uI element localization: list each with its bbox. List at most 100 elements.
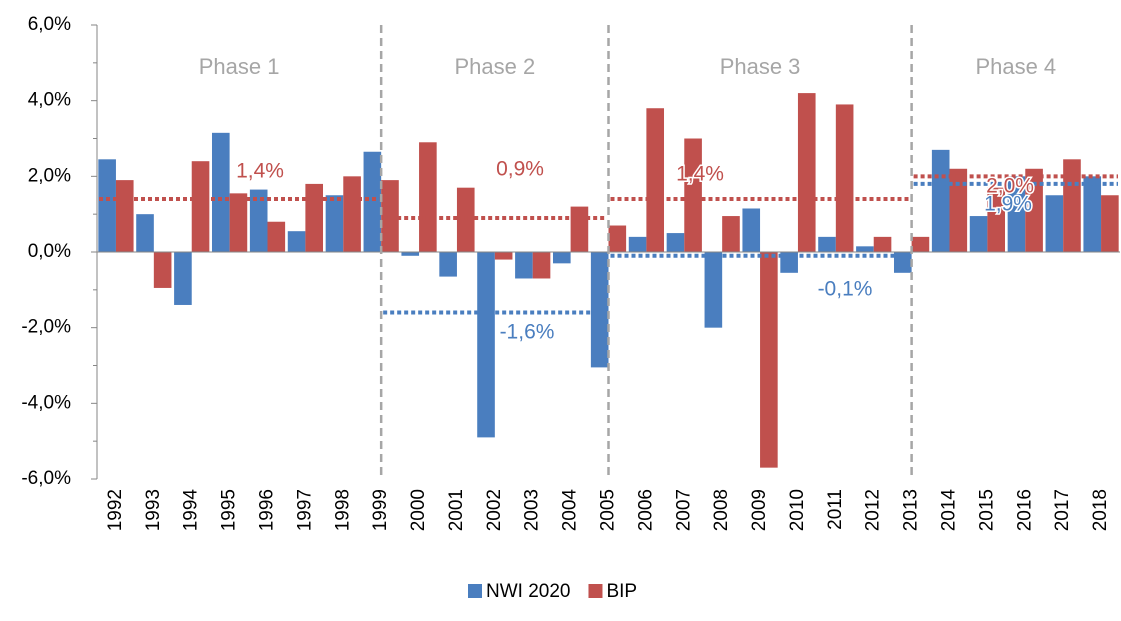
bar [191, 161, 210, 252]
bar [98, 159, 116, 252]
bar [249, 189, 268, 252]
bar [456, 187, 475, 252]
bar [646, 108, 665, 252]
bar [911, 236, 930, 252]
x-tick-label: 1998 [332, 489, 353, 531]
bar [1045, 195, 1064, 252]
x-tick-label: 2012 [863, 489, 884, 531]
bar [1025, 168, 1043, 252]
bar [608, 225, 627, 252]
bar [590, 252, 609, 368]
bar [267, 221, 286, 252]
x-tick-label: 2003 [522, 489, 543, 531]
bar [325, 195, 344, 252]
bar [969, 216, 988, 252]
legend-swatch [588, 584, 603, 598]
bar [381, 180, 399, 252]
x-tick-label: 2015 [976, 489, 997, 531]
bar [704, 252, 723, 328]
bar [174, 252, 192, 305]
x-tick-label: 2005 [598, 489, 619, 531]
average-label: 2,0% [986, 175, 1034, 198]
y-tick-label: 6,0% [28, 14, 71, 35]
x-tick-label: 2008 [711, 489, 732, 531]
x-tick-label: 2009 [749, 489, 770, 531]
bar [760, 252, 778, 468]
y-tick-label: 2,0% [28, 165, 71, 186]
bar [684, 138, 702, 252]
average-label: 1,9% [984, 193, 1032, 216]
bar [628, 236, 647, 252]
bar [1101, 195, 1119, 252]
bar [818, 236, 836, 252]
average-label: -1,6% [500, 321, 555, 344]
x-tick-label: 2000 [408, 489, 429, 531]
bar [363, 151, 382, 252]
bar [494, 252, 513, 260]
y-tick-label: -2,0% [21, 317, 71, 338]
bar [136, 214, 154, 252]
bar [419, 142, 437, 252]
phase-label: Phase 4 [975, 54, 1056, 79]
average-label: 1,4% [236, 160, 284, 183]
bar [515, 252, 533, 279]
y-tick-label: -4,0% [21, 392, 71, 413]
x-tick-label: 2001 [446, 489, 467, 531]
y-tick-label: -6,0% [21, 468, 71, 489]
bar [987, 187, 1006, 252]
bar [742, 208, 761, 252]
bar [570, 206, 589, 252]
bar [287, 231, 306, 252]
bar [401, 252, 420, 256]
x-tick-label: 2002 [484, 489, 505, 531]
y-tick-label: 0,0% [28, 241, 71, 262]
bar [211, 132, 230, 252]
bar [532, 252, 551, 279]
legend-label: BIP [606, 581, 637, 602]
bar [1083, 176, 1102, 252]
bar [931, 149, 950, 252]
bar [229, 193, 248, 252]
x-tick-label: 2004 [560, 489, 581, 532]
bar [666, 233, 685, 252]
x-tick-label: 2014 [939, 489, 960, 532]
bar [115, 180, 134, 252]
x-tick-label: 2018 [1090, 489, 1111, 531]
bar [343, 176, 361, 252]
bar [552, 252, 571, 264]
bar [439, 252, 457, 277]
average-label: -0,1% [818, 278, 873, 301]
phase-label: Phase 2 [454, 54, 535, 79]
bar [153, 252, 172, 288]
x-tick-label: 1996 [257, 489, 278, 531]
x-tick-label: 2013 [901, 489, 922, 531]
legend-label: NWI 2020 [486, 581, 570, 602]
x-tick-label: 2006 [635, 489, 656, 531]
x-tick-label: 1992 [105, 489, 126, 531]
bar [1007, 176, 1026, 252]
x-tick-label: 1995 [219, 489, 240, 531]
bar [856, 246, 874, 252]
x-tick-label: 2016 [1014, 489, 1035, 531]
phase-label: Phase 1 [199, 54, 280, 79]
bar [893, 252, 912, 273]
x-tick-label: 2007 [673, 489, 694, 531]
x-tick-label: 2010 [787, 489, 808, 531]
x-tick-label: 1993 [143, 489, 164, 531]
bar [305, 183, 324, 252]
x-tick-label: 1994 [181, 489, 202, 532]
bar [873, 236, 892, 252]
y-tick-label: 4,0% [28, 90, 71, 111]
average-label: 0,9% [496, 158, 544, 181]
bar [949, 168, 968, 252]
bar [797, 93, 816, 252]
x-tick-label: 1997 [294, 489, 315, 531]
bar [477, 252, 495, 438]
x-tick-label: 1999 [370, 489, 391, 531]
bar [835, 104, 854, 252]
bar [722, 216, 740, 252]
x-tick-label: 2011 [825, 489, 846, 530]
x-tick-label: 2017 [1052, 489, 1073, 531]
bar [1063, 159, 1081, 252]
